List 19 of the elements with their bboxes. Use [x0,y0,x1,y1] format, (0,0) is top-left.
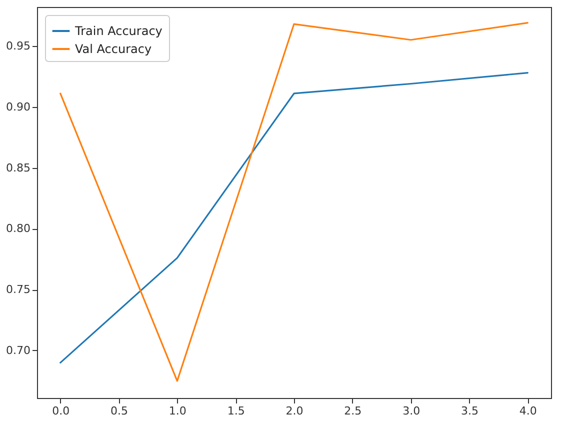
x-tick-label: 0.0 [52,404,70,418]
y-tick-label: 0.85 [6,161,30,174]
y-tick-label: 0.95 [6,39,30,52]
line-series [60,72,528,364]
x-tick-label: 1.0 [168,404,186,418]
line-series [60,22,528,382]
x-tick-label: 2.5 [344,404,362,418]
x-tick-label: 1.5 [227,404,245,418]
x-tick-label: 3.0 [402,404,420,418]
x-tick-label: 2.0 [286,404,304,418]
y-tick-label: 0.80 [6,222,30,236]
legend-label: Train Accuracy [74,24,162,38]
y-tick-label: 0.70 [6,344,30,357]
x-tick-label: 0.5 [110,404,128,418]
x-tick-label: 3.5 [460,404,478,418]
legend-label: Val Accuracy [75,42,152,56]
y-tick-label: 0.75 [6,283,30,296]
y-tick-label: 0.90 [6,100,30,114]
x-tick-label: 4.0 [519,404,537,418]
